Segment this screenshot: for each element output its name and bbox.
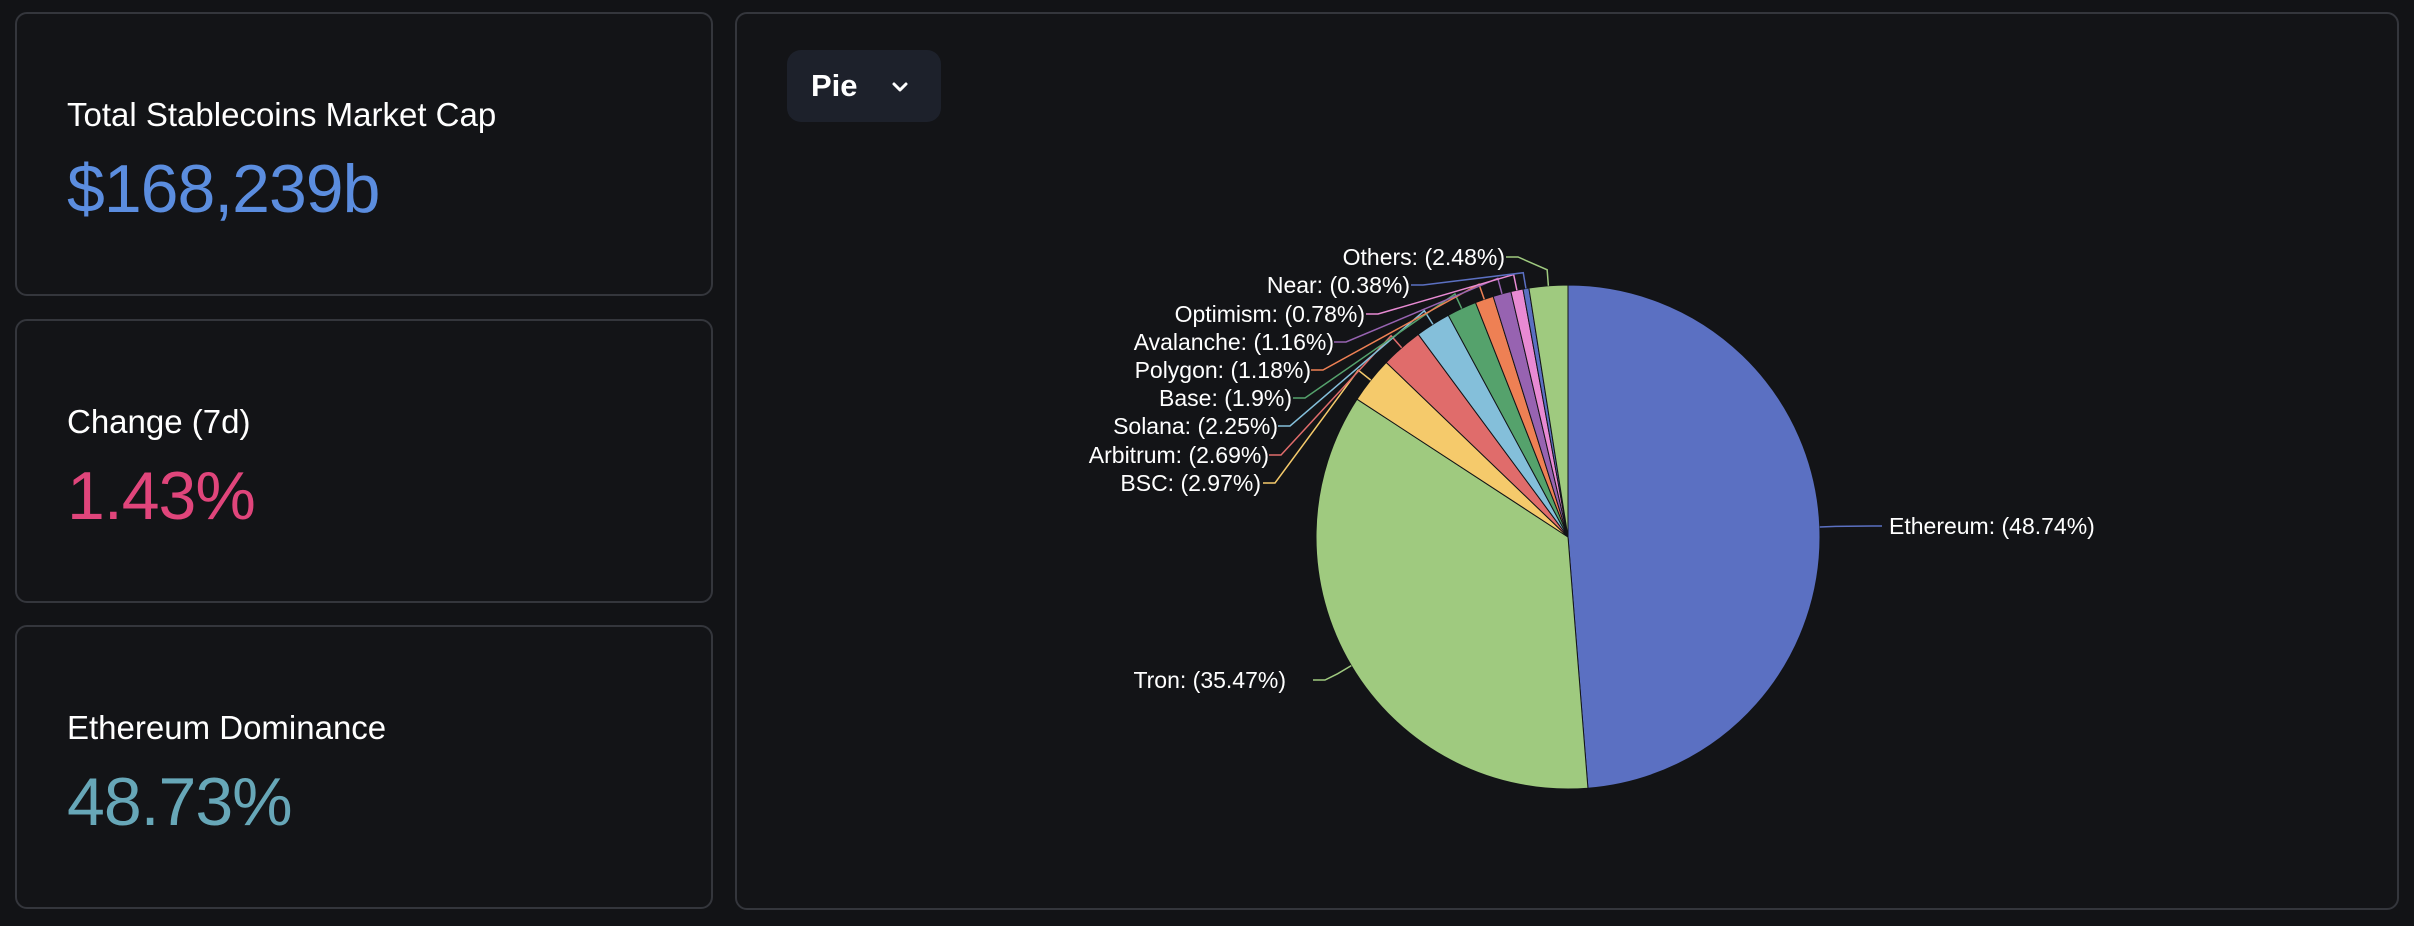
stat-card-market-cap: Total Stablecoins Market Cap $168,239b <box>15 12 713 296</box>
chart-type-select[interactable]: Pie <box>787 50 941 122</box>
chart-type-label: Pie <box>811 68 858 103</box>
stat-value: 1.43% <box>67 458 256 534</box>
chevron-down-icon <box>892 82 908 92</box>
stat-value: $168,239b <box>67 151 380 227</box>
stat-card-change-7d: Change (7d) 1.43% <box>15 319 713 603</box>
stat-value: 48.73% <box>67 764 293 840</box>
stat-card-eth-dominance: Ethereum Dominance 48.73% <box>15 625 713 909</box>
chart-card: Pie <box>735 12 2399 910</box>
stat-label: Change (7d) <box>67 403 251 440</box>
stat-label: Ethereum Dominance <box>67 709 387 746</box>
stat-label: Total Stablecoins Market Cap <box>67 96 497 133</box>
